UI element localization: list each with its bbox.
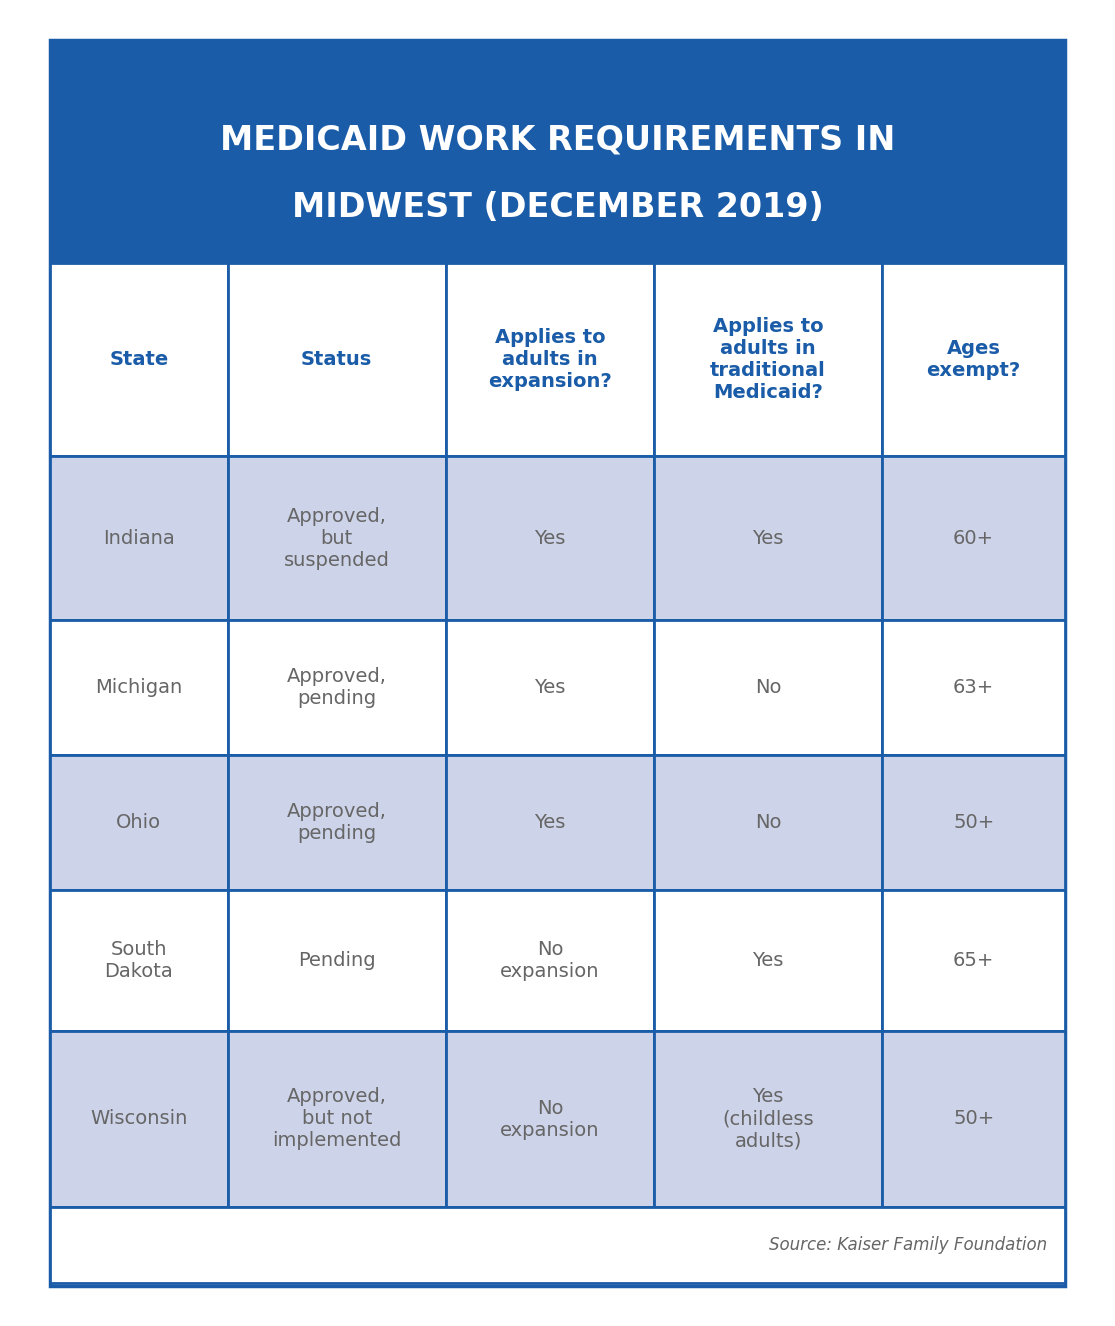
FancyBboxPatch shape	[446, 890, 653, 1032]
FancyBboxPatch shape	[227, 754, 446, 890]
FancyBboxPatch shape	[50, 263, 227, 456]
FancyBboxPatch shape	[446, 754, 653, 890]
FancyBboxPatch shape	[446, 456, 653, 621]
Text: Approved,
but not
implemented: Approved, but not implemented	[272, 1087, 401, 1151]
FancyBboxPatch shape	[50, 890, 227, 1032]
Text: Status: Status	[301, 350, 372, 369]
FancyBboxPatch shape	[50, 1032, 227, 1207]
FancyBboxPatch shape	[653, 754, 882, 890]
FancyBboxPatch shape	[446, 621, 653, 754]
Text: 65+: 65+	[953, 951, 995, 971]
Text: Approved,
pending: Approved, pending	[287, 667, 387, 708]
Text: South
Dakota: South Dakota	[105, 940, 173, 981]
FancyBboxPatch shape	[227, 621, 446, 754]
FancyBboxPatch shape	[50, 621, 227, 754]
FancyBboxPatch shape	[446, 1032, 653, 1207]
Text: No: No	[755, 813, 782, 831]
Text: Approved,
but
suspended: Approved, but suspended	[284, 507, 389, 569]
Text: Yes: Yes	[534, 813, 565, 831]
Text: Yes: Yes	[534, 529, 565, 548]
Text: Yes: Yes	[534, 678, 565, 697]
Text: Source: Kaiser Family Foundation: Source: Kaiser Family Foundation	[769, 1236, 1047, 1254]
Text: Ages
exempt?: Ages exempt?	[927, 339, 1020, 381]
FancyBboxPatch shape	[653, 456, 882, 621]
FancyBboxPatch shape	[227, 1032, 446, 1207]
FancyBboxPatch shape	[50, 754, 227, 890]
FancyBboxPatch shape	[882, 1032, 1065, 1207]
FancyBboxPatch shape	[50, 456, 227, 621]
FancyBboxPatch shape	[50, 40, 1065, 263]
FancyBboxPatch shape	[653, 621, 882, 754]
Text: Wisconsin: Wisconsin	[90, 1110, 187, 1128]
FancyBboxPatch shape	[882, 263, 1065, 456]
Text: No: No	[755, 678, 782, 697]
Text: No
expansion: No expansion	[501, 940, 600, 981]
Text: Yes: Yes	[753, 951, 784, 971]
Text: Michigan: Michigan	[95, 678, 183, 697]
FancyBboxPatch shape	[50, 1207, 1065, 1284]
Text: Ohio: Ohio	[116, 813, 162, 831]
Text: Yes
(childless
adults): Yes (childless adults)	[723, 1087, 814, 1151]
Text: No
expansion: No expansion	[501, 1098, 600, 1139]
Text: Pending: Pending	[298, 951, 376, 971]
FancyBboxPatch shape	[882, 890, 1065, 1032]
FancyBboxPatch shape	[653, 890, 882, 1032]
FancyBboxPatch shape	[227, 456, 446, 621]
Text: MIDWEST (DECEMBER 2019): MIDWEST (DECEMBER 2019)	[292, 191, 823, 224]
FancyBboxPatch shape	[653, 1032, 882, 1207]
FancyBboxPatch shape	[446, 263, 653, 456]
Text: 63+: 63+	[953, 678, 995, 697]
Text: Applies to
adults in
expansion?: Applies to adults in expansion?	[488, 328, 612, 391]
FancyBboxPatch shape	[882, 754, 1065, 890]
Text: Approved,
pending: Approved, pending	[287, 802, 387, 843]
Text: Indiana: Indiana	[103, 529, 175, 548]
FancyBboxPatch shape	[882, 456, 1065, 621]
FancyBboxPatch shape	[653, 263, 882, 456]
Text: 50+: 50+	[953, 813, 995, 831]
Text: 50+: 50+	[953, 1110, 995, 1128]
FancyBboxPatch shape	[227, 263, 446, 456]
Text: State: State	[109, 350, 168, 369]
FancyBboxPatch shape	[227, 890, 446, 1032]
Text: 60+: 60+	[953, 529, 995, 548]
Text: Yes: Yes	[753, 529, 784, 548]
Text: MEDICAID WORK REQUIREMENTS IN: MEDICAID WORK REQUIREMENTS IN	[220, 123, 895, 156]
Text: Applies to
adults in
traditional
Medicaid?: Applies to adults in traditional Medicai…	[710, 317, 826, 402]
FancyBboxPatch shape	[882, 621, 1065, 754]
FancyBboxPatch shape	[50, 40, 1065, 1286]
